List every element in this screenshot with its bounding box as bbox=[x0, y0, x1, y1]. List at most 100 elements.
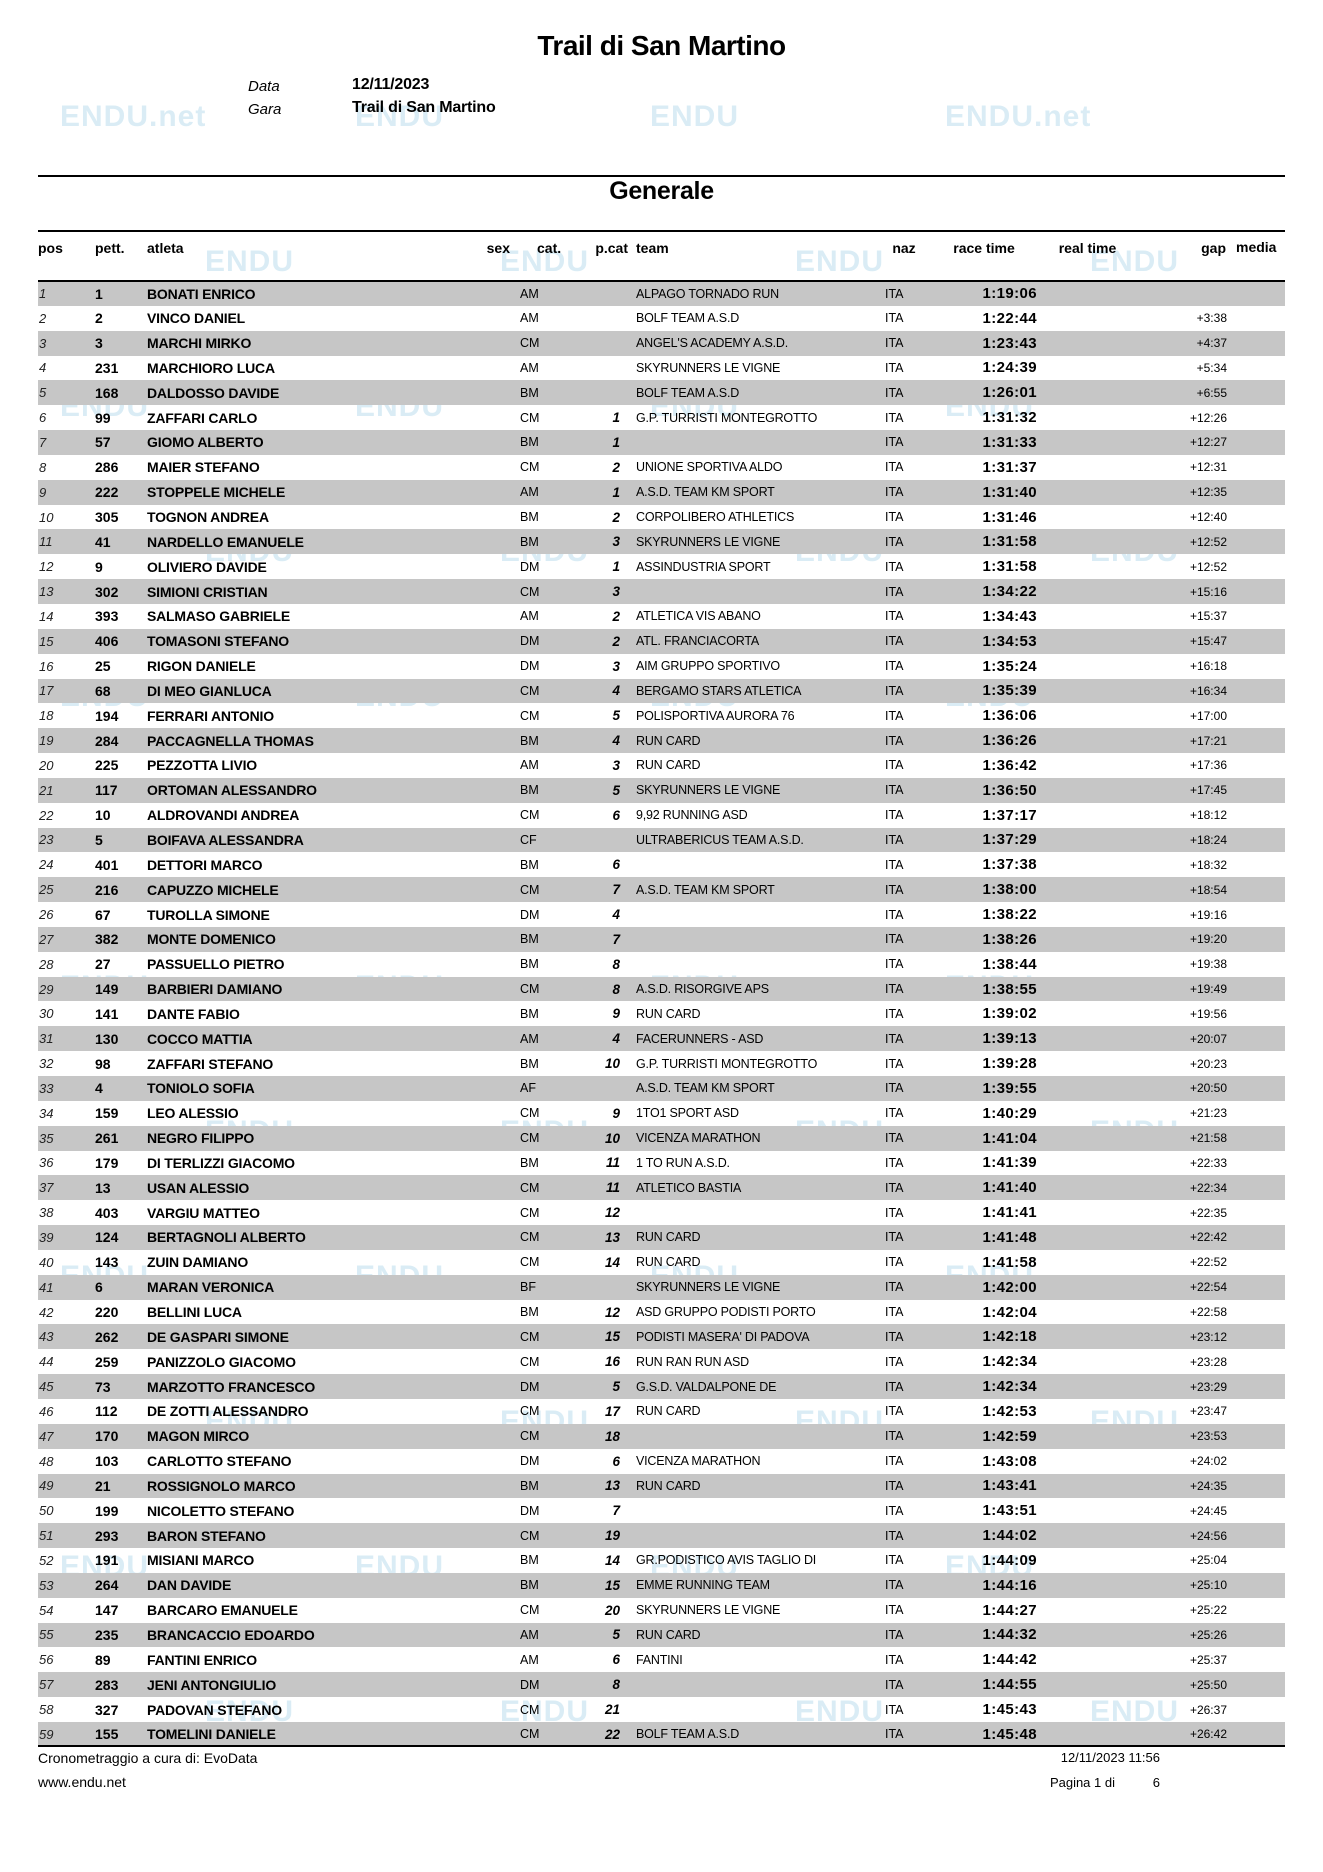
cell-team bbox=[628, 902, 880, 927]
cell-atleta: ZAFFARI STEFANO bbox=[147, 1055, 274, 1072]
cell-real-time bbox=[1040, 529, 1135, 555]
cell-pcat: 16 bbox=[604, 1354, 620, 1370]
cell-sex bbox=[470, 529, 520, 555]
cell-race-time: 1:41:58 bbox=[982, 1253, 1037, 1271]
cell-team: FANTINI bbox=[636, 1652, 683, 1667]
cell-pett: 5 bbox=[95, 827, 147, 853]
cell-pos: 27 bbox=[38, 926, 95, 952]
result-row: 38 403 VARGIU MATTEO CM 12 ITA 1:41:41 +22:35 bbox=[38, 1200, 1285, 1225]
cell-atleta: DE GASPARI SIMONE bbox=[147, 1324, 470, 1350]
cell-team: RUN CARD bbox=[628, 1473, 880, 1499]
cell-pcat: 11 bbox=[572, 1175, 628, 1201]
cell-gap: +19:49 bbox=[1135, 976, 1230, 1002]
cell-cat: BM bbox=[520, 510, 539, 525]
cell-real-time bbox=[1040, 1598, 1135, 1623]
cell-cat: CM bbox=[520, 1523, 572, 1549]
cell-real-time bbox=[1040, 1473, 1135, 1499]
cell-naz: ITA bbox=[880, 1076, 928, 1101]
result-row: 14 393 SALMASO GABRIELE AM 2 ATLETICA VIS ABA… bbox=[38, 604, 1285, 629]
cell-real-time bbox=[1040, 877, 1135, 903]
cell-cat: CM bbox=[520, 579, 572, 604]
cell-sex bbox=[470, 1125, 520, 1151]
cell-gap: +18:12 bbox=[1189, 808, 1227, 823]
cell-atleta: PACCAGNELLA THOMAS bbox=[147, 728, 470, 754]
cell-team: AIM GRUPPO SPORTIVO bbox=[636, 659, 780, 674]
cell-gap: +4:37 bbox=[1135, 330, 1230, 356]
cell-atleta: BONATI ENRICO bbox=[147, 281, 470, 306]
cell-pett: 89 bbox=[95, 1651, 111, 1668]
cell-race-time: 1:31:58 bbox=[928, 529, 1040, 555]
cell-pcat: 15 bbox=[572, 1572, 628, 1598]
cell-race-time: 1:24:39 bbox=[982, 359, 1037, 377]
column-header-gap: gap bbox=[1135, 230, 1230, 282]
cell-cat: CM bbox=[520, 1423, 572, 1449]
cell-pcat: 3 bbox=[612, 757, 620, 773]
result-row: 37 13 USAN ALESSIO CM 11 ATLETICO BASTIA ITA 1:… bbox=[38, 1175, 1285, 1201]
cell-atleta: BARBIERI DAMIANO bbox=[147, 976, 470, 1002]
cell-cat: CM bbox=[520, 1175, 572, 1201]
cell-cat: DM bbox=[520, 907, 540, 922]
cell-pos: 28 bbox=[39, 956, 54, 972]
cell-pos: 2 bbox=[39, 310, 47, 326]
cell-pett: 13 bbox=[95, 1175, 147, 1201]
cell-media bbox=[1230, 1125, 1285, 1151]
cell-pos: 20 bbox=[39, 757, 54, 773]
cell-pos: 52 bbox=[39, 1552, 54, 1568]
cell-sex bbox=[470, 1250, 520, 1275]
divider-above-section bbox=[38, 175, 1285, 177]
cell-pett: 1 bbox=[95, 281, 147, 306]
cell-pcat: 9 bbox=[612, 1105, 620, 1121]
cell-cat: AM bbox=[520, 281, 572, 306]
cell-media bbox=[1230, 728, 1285, 754]
cell-cat: CM bbox=[520, 1354, 540, 1369]
cell-race-time: 1:36:26 bbox=[928, 728, 1040, 754]
cell-media bbox=[1230, 380, 1285, 406]
cell-pcat: 20 bbox=[604, 1602, 620, 1618]
cell-race-time: 1:43:08 bbox=[982, 1452, 1037, 1470]
cell-pett: 149 bbox=[95, 976, 147, 1002]
cell-gap: +19:16 bbox=[1189, 907, 1227, 922]
cell-sex bbox=[470, 678, 520, 704]
cell-pett: 9 bbox=[95, 558, 103, 575]
cell-team: GR.PODISTICO AVIS TAGLIO DI bbox=[636, 1553, 817, 1568]
cell-pcat: 15 bbox=[572, 1324, 628, 1350]
cell-pett: 406 bbox=[95, 628, 147, 654]
cell-atleta: STOPPELE MICHELE bbox=[147, 479, 470, 505]
cell-race-time: 1:39:28 bbox=[982, 1055, 1037, 1073]
cell-real-time bbox=[1040, 1349, 1135, 1374]
cell-pett: 235 bbox=[95, 1622, 147, 1648]
cell-pett: 216 bbox=[95, 877, 147, 903]
cell-race-time: 1:31:32 bbox=[982, 409, 1037, 427]
result-row: 49 21 ROSSIGNOLO MARCO BM 13 RUN CARD ITA 1:43:… bbox=[38, 1473, 1285, 1499]
cell-sex bbox=[470, 1399, 520, 1424]
cell-team: G.P. TURRISTI MONTEGROTTO bbox=[636, 1056, 818, 1071]
cell-naz: ITA bbox=[885, 609, 904, 624]
cell-real-time bbox=[1040, 1001, 1135, 1026]
cell-naz: ITA bbox=[880, 281, 928, 306]
cell-sex bbox=[470, 380, 520, 406]
cell-pcat: 2 bbox=[612, 509, 620, 525]
cell-real-time bbox=[1040, 479, 1135, 505]
cell-race-time: 1:23:43 bbox=[928, 330, 1040, 356]
cell-real-time bbox=[1040, 728, 1135, 754]
cell-sex bbox=[470, 281, 520, 306]
cell-team bbox=[628, 430, 880, 455]
result-row: 9 222 STOPPELE MICHELE AM 1 A.S.D. TEAM KM SP… bbox=[38, 479, 1285, 505]
cell-media bbox=[1230, 1374, 1285, 1399]
cell-pett: 130 bbox=[95, 1026, 147, 1052]
cell-pcat: 4 bbox=[572, 678, 628, 704]
cell-team: UNIONE SPORTIVA ALDO bbox=[636, 460, 783, 475]
cell-real-time bbox=[1040, 430, 1135, 455]
cell-pos: 16 bbox=[39, 658, 54, 674]
cell-naz: ITA bbox=[880, 1374, 928, 1399]
cell-media bbox=[1230, 976, 1285, 1002]
cell-media bbox=[1230, 1672, 1285, 1698]
cell-atleta: ZUIN DAMIANO bbox=[147, 1254, 249, 1271]
cell-pos: 39 bbox=[38, 1225, 95, 1250]
result-row: 32 98 ZAFFARI STEFANO BM 10 G.P. TURRISTI MON… bbox=[38, 1051, 1285, 1076]
cell-pett: 2 bbox=[95, 310, 103, 327]
cell-race-time: 1:43:41 bbox=[928, 1473, 1040, 1499]
cell-cat: CM bbox=[520, 1205, 540, 1220]
cell-real-time bbox=[1040, 306, 1135, 331]
cell-atleta: BARCARO EMANUELE bbox=[147, 1602, 298, 1619]
